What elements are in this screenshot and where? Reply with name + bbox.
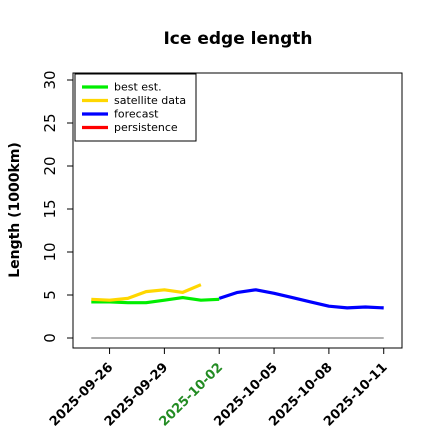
x-axis: 2025-09-262025-09-292025-10-022025-10-05… xyxy=(47,348,391,430)
y-tick-label: 5 xyxy=(41,290,59,300)
series-line-best-est xyxy=(91,296,220,305)
legend-label-forecast: forecast xyxy=(114,108,159,121)
series-line-forecast xyxy=(218,288,384,310)
legend-label-satellite-data: satellite data xyxy=(114,94,186,107)
series-layer xyxy=(91,283,384,310)
y-tick-label: 25 xyxy=(41,113,59,132)
y-tick-label: 10 xyxy=(41,242,59,261)
legend-label-best-est: best est. xyxy=(114,81,162,94)
legend: best est.satellite dataforecastpersisten… xyxy=(74,73,197,142)
y-tick-label: 30 xyxy=(41,70,59,89)
legend-box xyxy=(74,73,197,142)
y-tick-label: 20 xyxy=(41,156,59,175)
y-tick-label: 15 xyxy=(41,199,59,218)
series-line-satellite-data xyxy=(91,283,202,302)
legend-label-persistence: persistence xyxy=(114,121,178,134)
y-axis-label: Length (1000km) xyxy=(7,142,23,278)
plot-frame xyxy=(72,72,403,349)
chart-title: Ice edge length xyxy=(163,29,312,49)
y-tick-label: 0 xyxy=(41,333,59,343)
y-axis: 0 5 10 15 20 25 30 xyxy=(41,70,73,343)
